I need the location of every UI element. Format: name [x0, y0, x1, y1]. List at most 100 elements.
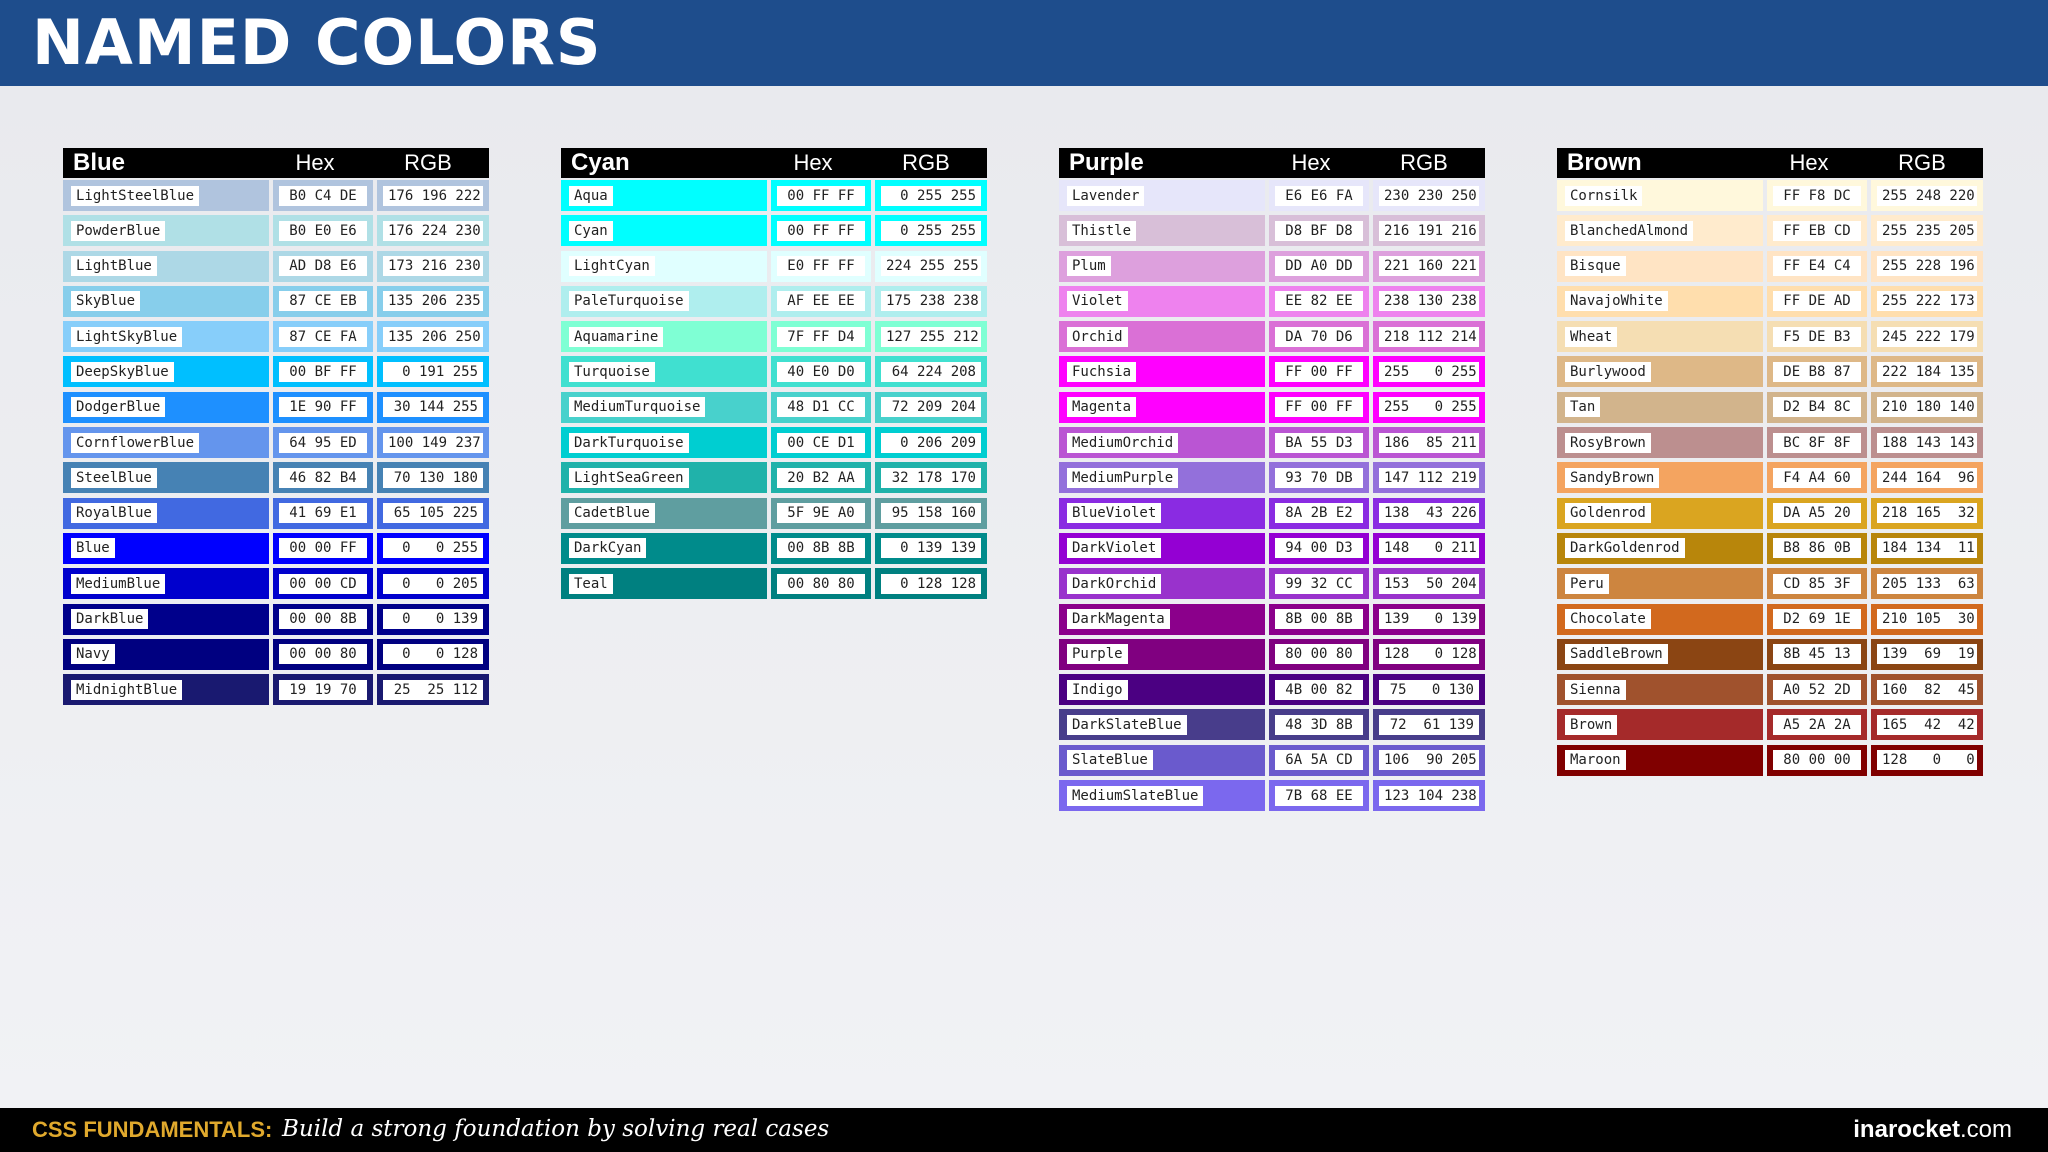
rgb-swatch: 255 0 255	[1373, 356, 1485, 388]
rgb-value: 138 43 226	[1379, 503, 1479, 524]
color-row: Chocolate D2 69 1E 210 105 30	[1557, 602, 1983, 637]
rgb-value: 216 191 216	[1379, 220, 1479, 241]
color-row: Indigo 4B 00 82 75 0 130	[1059, 672, 1485, 707]
hex-swatch: AF EE EE	[771, 285, 871, 317]
hex-swatch: DA A5 20	[1767, 497, 1867, 529]
rgb-value: 218 165 32	[1877, 503, 1977, 524]
color-row: DodgerBlue 1E 90 FF 30 144 255	[63, 390, 489, 425]
color-swatch: PowderBlue	[63, 215, 269, 247]
rgb-swatch: 65 105 225	[377, 497, 489, 529]
color-swatch: Magenta	[1059, 391, 1265, 423]
hex-swatch: 5F 9E A0	[771, 497, 871, 529]
rgb-swatch: 230 230 250	[1373, 180, 1485, 211]
site-domain: .com	[1959, 1116, 2012, 1143]
rgb-column-header: RGB	[404, 150, 452, 175]
color-swatch: Blue	[63, 532, 269, 564]
color-swatch: LightBlue	[63, 250, 269, 282]
hex-swatch: 93 70 DB	[1269, 462, 1369, 494]
rgb-swatch: 123 104 238	[1373, 780, 1485, 812]
rgb-value: 0 255 255	[881, 185, 981, 206]
hex-value: A5 2A 2A	[1773, 714, 1861, 735]
hex-value: 80 00 00	[1773, 750, 1861, 771]
color-swatch: Chocolate	[1557, 603, 1763, 635]
color-swatch: DeepSkyBlue	[63, 356, 269, 388]
color-row: CornflowerBlue 64 95 ED 100 149 237	[63, 425, 489, 460]
color-row: DarkOrchid 99 32 CC 153 50 204	[1059, 566, 1485, 601]
header-bar: NAMED COLORS	[0, 0, 2048, 86]
color-row: Lavender E6 E6 FA 230 230 250	[1059, 178, 1485, 213]
rgb-value: 255 248 220	[1877, 185, 1977, 206]
footer-course-name: CSS FUNDAMENTALS:	[32, 1117, 273, 1142]
color-swatch: Orchid	[1059, 321, 1265, 353]
hex-swatch: 7B 68 EE	[1269, 780, 1369, 812]
rgb-value: 147 112 219	[1379, 467, 1479, 488]
color-row: RosyBrown BC 8F 8F 188 143 143	[1557, 425, 1983, 460]
rgb-value: 65 105 225	[383, 503, 483, 524]
color-row: Blue 00 00 FF 0 0 255	[63, 531, 489, 566]
rgb-value: 139 0 139	[1379, 609, 1479, 630]
rgb-value: 165 42 42	[1877, 714, 1977, 735]
color-row: SaddleBrown 8B 45 13 139 69 19	[1557, 637, 1983, 672]
hex-value: B0 C4 DE	[279, 185, 367, 206]
rgb-value: 135 206 235	[383, 291, 483, 312]
color-row: Aqua 00 FF FF 0 255 255	[561, 178, 987, 213]
rgb-swatch: 173 216 230	[377, 250, 489, 282]
color-name: RosyBrown	[1565, 432, 1651, 453]
rgb-value: 255 0 255	[1379, 397, 1479, 418]
hex-swatch: 41 69 E1	[273, 497, 373, 529]
color-name: Wheat	[1565, 326, 1618, 347]
rgb-swatch: 147 112 219	[1373, 462, 1485, 494]
hex-value: FF DE AD	[1773, 291, 1861, 312]
color-name: Orchid	[1067, 326, 1128, 347]
rgb-value: 188 143 143	[1877, 432, 1977, 453]
hex-swatch: D8 BF D8	[1269, 215, 1369, 247]
color-swatch: MediumOrchid	[1059, 427, 1265, 459]
hex-value: 5F 9E A0	[777, 503, 865, 524]
color-row: DarkBlue 00 00 8B 0 0 139	[63, 602, 489, 637]
hex-swatch: 94 00 D3	[1269, 532, 1369, 564]
color-name: Aquamarine	[569, 326, 664, 347]
rgb-column-header: RGB	[902, 150, 950, 175]
color-row: DarkCyan 00 8B 8B 0 139 139	[561, 531, 987, 566]
hex-value: 00 80 80	[777, 573, 865, 594]
hex-value: F5 DE B3	[1773, 326, 1861, 347]
hex-value: F4 A4 60	[1773, 467, 1861, 488]
rgb-swatch: 64 224 208	[875, 356, 987, 388]
hex-value: D2 B4 8C	[1773, 397, 1861, 418]
color-swatch: MediumPurple	[1059, 462, 1265, 494]
hex-value: 00 FF FF	[777, 185, 865, 206]
color-row: Fuchsia FF 00 FF 255 0 255	[1059, 354, 1485, 389]
rgb-swatch: 128 0 128	[1373, 638, 1485, 670]
color-swatch: RosyBrown	[1557, 427, 1763, 459]
hex-value: FF 00 FF	[1275, 361, 1363, 382]
rgb-value: 238 130 238	[1379, 291, 1479, 312]
hex-swatch: FF EB CD	[1767, 215, 1867, 247]
rgb-value: 0 128 128	[881, 573, 981, 594]
color-name: LightSteelBlue	[71, 185, 200, 206]
rgb-swatch: 0 139 139	[875, 532, 987, 564]
rgb-swatch: 160 82 45	[1871, 674, 1983, 706]
rgb-swatch: 255 228 196	[1871, 250, 1983, 282]
hex-value: 93 70 DB	[1275, 467, 1363, 488]
group-name: Cyan	[571, 149, 630, 176]
rgb-swatch: 153 50 204	[1373, 568, 1485, 600]
color-name: DarkSlateBlue	[1067, 714, 1187, 735]
hex-value: DD A0 DD	[1275, 256, 1363, 277]
hex-swatch: 40 E0 D0	[771, 356, 871, 388]
color-row: Teal 00 80 80 0 128 128	[561, 566, 987, 601]
rgb-value: 75 0 130	[1379, 679, 1479, 700]
rgb-swatch: 184 134 11	[1871, 532, 1983, 564]
hex-swatch: 00 80 80	[771, 568, 871, 600]
color-name: MediumTurquoise	[569, 397, 706, 418]
footer-bar: CSS FUNDAMENTALS: Build a strong foundat…	[0, 1108, 2048, 1152]
rgb-value: 123 104 238	[1379, 785, 1479, 806]
color-swatch: Turquoise	[561, 356, 767, 388]
hex-swatch: 1E 90 FF	[273, 391, 373, 423]
rgb-swatch: 176 224 230	[377, 215, 489, 247]
color-name: DeepSkyBlue	[71, 361, 174, 382]
table-header: Brown Hex RGB	[1557, 148, 1983, 178]
rgb-value: 224 255 255	[881, 256, 981, 277]
color-row: SteelBlue 46 82 B4 70 130 180	[63, 460, 489, 495]
color-row: Maroon 80 00 00 128 0 0	[1557, 743, 1983, 778]
hex-value: 4B 00 82	[1275, 679, 1363, 700]
